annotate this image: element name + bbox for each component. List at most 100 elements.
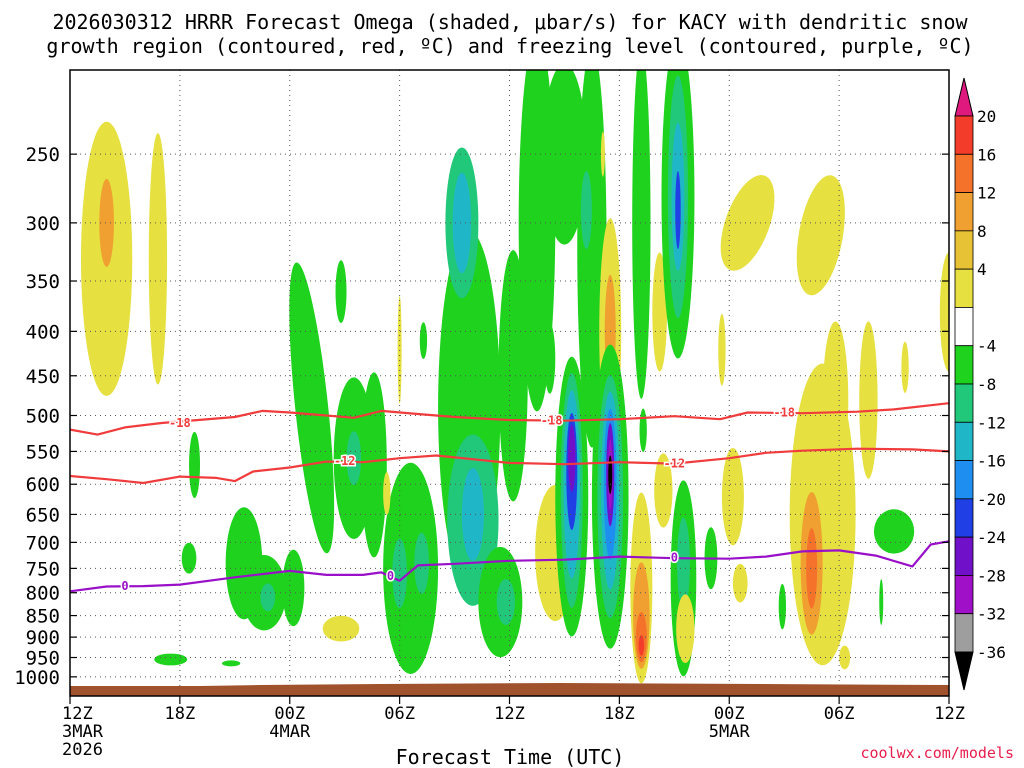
contour-label: 0 — [671, 551, 678, 565]
y-tick-label: 1000 — [14, 667, 60, 689]
colorbar-swatch — [954, 498, 974, 538]
omega-region — [335, 260, 347, 324]
omega-region — [732, 563, 748, 603]
colorbar-swatch — [954, 536, 974, 576]
y-tick-label: 500 — [26, 405, 60, 427]
x-tick-label: 12Z — [934, 704, 965, 724]
colorbar-swatch — [954, 230, 974, 270]
omega-region — [580, 171, 592, 250]
omega-region — [879, 579, 884, 626]
contour-line-freezing-level — [70, 540, 949, 593]
x-tick-label: 12Z — [62, 704, 93, 724]
omega-region — [676, 594, 695, 663]
omega-region — [778, 583, 787, 630]
colorbar-swatch — [954, 460, 974, 500]
colorbar-label: -32 — [977, 605, 1006, 624]
colorbar-label: -8 — [977, 375, 996, 394]
omega-region — [632, 70, 651, 399]
omega-region — [873, 509, 915, 554]
contour-labels: -18 -18 -18 -12 -12 0 0 0 — [120, 404, 797, 595]
omega-region — [498, 250, 528, 502]
colorbar-bottom-arrow — [954, 651, 974, 691]
colorbar-swatch — [954, 575, 974, 615]
omega-region — [608, 455, 613, 495]
contour-label: -18 — [169, 416, 191, 430]
colorbar-label: -28 — [977, 566, 1006, 585]
omega-region — [154, 653, 188, 666]
x-tick-date-label: 3MAR — [62, 722, 104, 742]
omega-region — [901, 341, 909, 394]
contour-label: -18 — [773, 405, 795, 419]
omega-region — [721, 447, 744, 546]
omega-region — [720, 175, 775, 271]
omega-region — [452, 172, 472, 274]
omega-region — [859, 321, 878, 479]
x-tick-year-label: 2026 — [62, 740, 103, 760]
colorbar-label: -24 — [977, 528, 1006, 547]
x-tick-label: 12Z — [494, 704, 525, 724]
omega-region — [839, 645, 851, 670]
omega-region — [600, 131, 605, 177]
omega-region — [189, 431, 201, 498]
colorbar-swatch — [954, 421, 974, 461]
omega-region — [568, 424, 576, 492]
omega-region — [675, 171, 681, 250]
colorbar-label: -16 — [977, 452, 1006, 471]
contour-label: 0 — [387, 569, 394, 583]
ground-surface — [70, 683, 949, 696]
omega-region — [346, 431, 362, 486]
omega-region — [221, 660, 241, 667]
colorbar-label: -36 — [977, 643, 1006, 662]
omega-region — [577, 70, 607, 448]
chart-title-line-1: 2026030312 HRRR Forecast Omega (shaded, … — [52, 10, 968, 34]
omega-region — [289, 262, 335, 554]
y-axis: 2503003504004505005506006507007508008509… — [14, 144, 949, 689]
omega-region — [822, 321, 849, 479]
y-tick-label: 300 — [26, 213, 60, 235]
colorbar-label: 20 — [977, 107, 996, 126]
y-tick-label: 700 — [26, 532, 60, 554]
x-tick-label: 00Z — [274, 704, 305, 724]
y-tick-label: 550 — [26, 441, 60, 463]
omega-region — [282, 549, 305, 627]
colorbar-swatch — [954, 345, 974, 385]
omega-region — [639, 408, 647, 453]
x-tick-label: 18Z — [604, 704, 635, 724]
x-tick-label: 06Z — [384, 704, 415, 724]
x-axis-title: Forecast Time (UTC) — [396, 745, 625, 768]
contour-label: -12 — [663, 457, 685, 471]
omega-region — [496, 579, 515, 626]
credit-text: coolwx.com/models — [860, 744, 1014, 762]
omega-region — [677, 517, 690, 610]
y-tick-label: 400 — [26, 321, 60, 343]
omega-region — [148, 133, 168, 385]
colorbar-swatch — [954, 307, 974, 347]
y-tick-label: 650 — [26, 504, 60, 526]
omega-region — [397, 295, 402, 404]
omega-region — [181, 542, 197, 574]
y-tick-label: 900 — [26, 627, 60, 649]
omega-region — [419, 322, 428, 360]
y-tick-label: 800 — [26, 583, 60, 605]
y-tick-label: 850 — [26, 606, 60, 628]
chart-title-line-2: growth region (contoured, red, ºC) and f… — [46, 34, 973, 58]
y-tick-label: 750 — [26, 558, 60, 580]
omega-region — [99, 178, 114, 267]
omega-region — [939, 252, 949, 372]
x-tick-label: 06Z — [824, 704, 855, 724]
colorbar-swatch — [954, 115, 974, 155]
colorbar-label: -12 — [977, 413, 1006, 432]
colorbar-swatch — [954, 268, 974, 308]
omega-region — [806, 528, 818, 609]
omega-region — [361, 372, 387, 558]
omega-region — [392, 538, 407, 609]
colorbar-label: -20 — [977, 490, 1006, 509]
colorbar-swatch — [954, 153, 974, 193]
x-tick-label: 18Z — [165, 704, 196, 724]
x-tick-label: 00Z — [714, 704, 745, 724]
colorbar-swatch — [954, 192, 974, 232]
colorbar-label: 12 — [977, 184, 996, 203]
colorbar-top-arrow — [954, 77, 974, 117]
